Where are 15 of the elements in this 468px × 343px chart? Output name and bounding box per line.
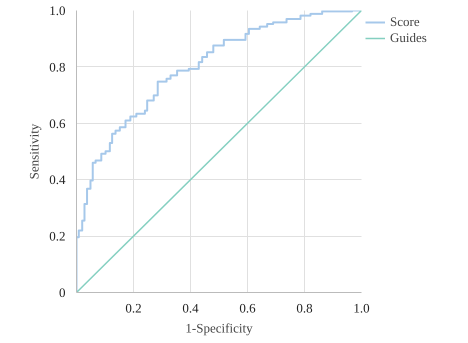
y-tick-label: 0.4	[49, 172, 66, 188]
x-tick-label: 0.8	[296, 300, 313, 316]
y-tick-label: 0.2	[49, 228, 66, 244]
x-tick-label: 0.4	[182, 300, 200, 316]
y-tick-label: 0.6	[49, 116, 66, 131]
x-tick-label: 1.0	[353, 300, 370, 316]
y-tick-label: 0.8	[49, 59, 66, 74]
y-axis-title: Sensitivity	[26, 123, 42, 180]
legend-label: Guides	[390, 30, 427, 46]
y-tick-label: 1.0	[49, 3, 66, 18]
y-tick-label: 0	[59, 285, 66, 300]
x-axis-title: 1-Specificity	[185, 320, 254, 336]
x-tick-label: 0.6	[239, 300, 256, 316]
x-tick-label: 0.2	[125, 300, 142, 316]
legend-label: Score	[390, 14, 420, 30]
